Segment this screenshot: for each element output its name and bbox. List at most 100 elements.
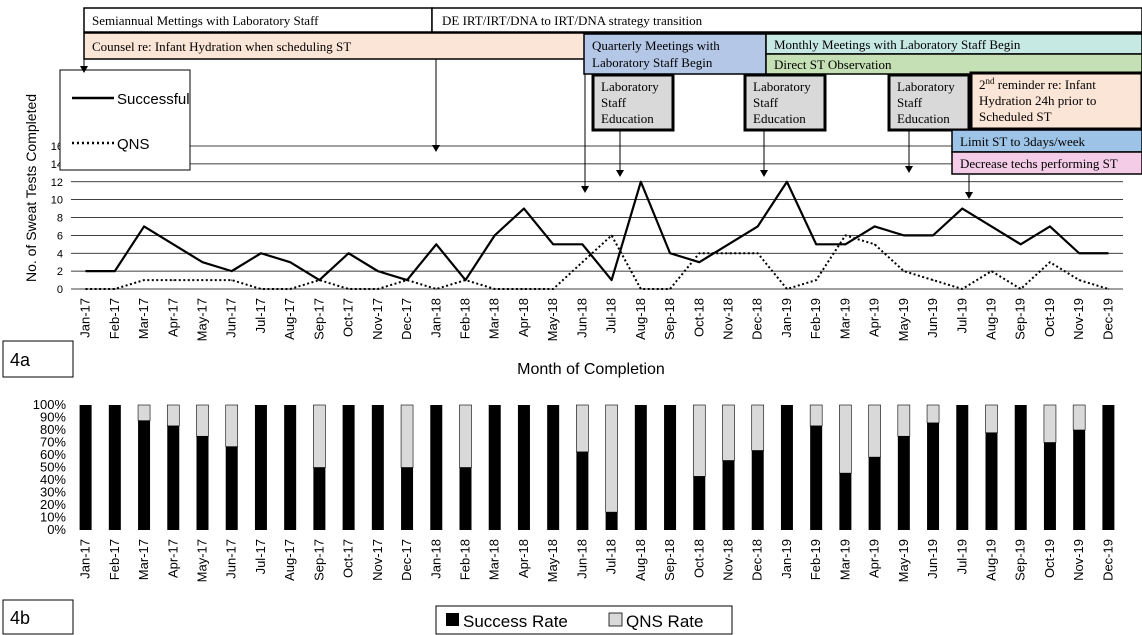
bar-success-oct-18: [693, 476, 706, 530]
bar-success-apr-19: [868, 457, 881, 530]
x-tick-label-may-18: May-18: [545, 298, 560, 341]
point-qns-nov-19: [1078, 279, 1080, 281]
x-tick-label-nov-18: Nov-18: [721, 298, 736, 340]
y-tick-label: 8: [57, 213, 63, 225]
x-tick-label-mar-18: Mar-18: [487, 298, 502, 339]
bar-qns-aug-19: [985, 404, 998, 434]
point-qns-aug-18: [640, 288, 642, 290]
bar-success-sep-17: [313, 467, 326, 530]
point-successful-jul-19: [961, 207, 963, 210]
point-qns-jul-18: [611, 234, 613, 236]
legend-qns-label: QNS Rate: [626, 612, 703, 631]
bar-success-jul-17: [254, 405, 267, 530]
bar-qns-sep-17: [313, 404, 326, 468]
bar-success-mar-18: [488, 405, 501, 530]
point-successful-oct-19: [1049, 225, 1051, 228]
point-qns-jun-18: [581, 261, 583, 263]
x-tick-label-may-19: May-19: [896, 298, 911, 341]
bar-success-may-17: [196, 436, 209, 530]
bar-y-tick-label: 50%: [40, 460, 66, 475]
x-tick-label-aug-19: Aug-19: [984, 298, 999, 340]
bar-x-tick-label-oct-17: Oct-17: [341, 539, 356, 578]
bar-qns-jun-17: [225, 404, 239, 447]
point-successful-sep-19: [1020, 243, 1022, 245]
bar-x-tick-label-apr-18: Apr-18: [516, 539, 531, 578]
x-tick-label-jan-17: Jan-17: [78, 298, 93, 338]
point-successful-may-19: [903, 234, 905, 236]
bar-success-jan-17: [79, 405, 92, 530]
y-tick-label: 6: [57, 230, 63, 242]
bar-success-apr-18: [517, 405, 530, 530]
bar-x-tick-label-feb-19: Feb-19: [808, 539, 823, 580]
bar-x-tick-label-mar-18: Mar-18: [487, 539, 502, 580]
point-successful-dec-18: [757, 225, 759, 228]
x-tick-label-jul-17: Jul-17: [253, 298, 268, 333]
point-qns-jan-17: [85, 288, 87, 290]
x-tick-label-feb-17: Feb-17: [107, 298, 122, 339]
annotation-lab-edu-2-text: Laboratory Staff Education: [753, 79, 811, 126]
bar-success-apr-17: [167, 425, 180, 530]
point-qns-mar-18: [494, 288, 496, 290]
y-tick-label: 2: [57, 266, 63, 278]
point-successful-jun-17: [231, 270, 233, 272]
bar-qns-jul-18: [605, 404, 618, 513]
bar-success-jan-19: [780, 405, 793, 530]
point-successful-aug-18: [640, 181, 642, 183]
x-tick-label-oct-18: Oct-18: [691, 298, 706, 337]
point-successful-may-18: [552, 243, 554, 245]
point-qns-feb-18: [464, 279, 467, 281]
y-tick-label: 10: [51, 195, 63, 207]
bar-y-tick-label: 30%: [40, 485, 66, 500]
x-tick-label-dec-18: Dec-18: [750, 298, 765, 340]
annotation-arrowheads: [80, 66, 973, 199]
bar-x-tick-label-may-19: May-19: [896, 539, 911, 582]
annotation-decrease: Decrease techs performing ST: [951, 151, 1142, 175]
bar-x-tick-label-nov-18: Nov-18: [721, 539, 736, 581]
annotation-decrease-text: Decrease techs performing ST: [960, 156, 1118, 171]
bar-x-tick-label-dec-18: Dec-18: [750, 539, 765, 581]
x-tick-label-apr-19: Apr-19: [867, 298, 882, 337]
y-tick-label: 4: [57, 248, 63, 260]
bar-success-jun-19: [927, 422, 940, 530]
bar-qns-mar-19: [839, 404, 852, 474]
annotation-counsel-text: Counsel re: Infant Hydration when schedu…: [92, 39, 351, 54]
x-tick-label-aug-18: Aug-18: [633, 298, 648, 340]
annotation-limit: Limit ST to 3days/week: [951, 129, 1142, 153]
bar-y-tick-label: 100%: [33, 397, 67, 412]
point-successful-jan-18: [435, 243, 437, 245]
point-successful-aug-19: [990, 225, 993, 228]
bar-x-tick-label-jun-18: Jun-18: [574, 539, 589, 579]
annotation-lab-edu-2: Laboratory Staff Education: [743, 73, 827, 132]
annotation-de-irt-text: DE IRT/IRT/DNA to IRT/DNA strategy trans…: [442, 13, 703, 28]
point-qns-oct-17: [348, 288, 350, 290]
point-qns-dec-17: [406, 279, 408, 281]
point-qns-dec-19: [1107, 288, 1109, 290]
legend-success-label: Success Rate: [463, 612, 568, 631]
x-tick-label-jul-19: Jul-19: [954, 298, 969, 333]
bar-x-tick-label-jan-18: Jan-18: [428, 539, 443, 579]
bar-y-tick-label: 40%: [40, 472, 66, 487]
point-qns-apr-19: [874, 243, 876, 245]
bar-qns-oct-19: [1043, 404, 1057, 443]
point-qns-may-18: [552, 288, 554, 290]
point-successful-mar-19: [844, 243, 846, 245]
point-successful-nov-18: [727, 243, 730, 245]
x-tick-label-apr-18: Apr-18: [516, 298, 531, 337]
bar-success-jul-18: [605, 512, 618, 530]
x-tick-label-feb-19: Feb-19: [808, 298, 823, 339]
bar-x-tick-label-nov-17: Nov-17: [370, 539, 385, 581]
arrowhead-quarterly: [581, 186, 589, 193]
arrowhead-semiannual: [80, 66, 88, 73]
point-qns-oct-18: [698, 252, 700, 254]
bar-y-tick-label: 20%: [40, 497, 66, 512]
point-qns-nov-17: [377, 288, 379, 290]
point-qns-aug-17: [289, 288, 291, 290]
bar-qns-may-17: [196, 404, 209, 437]
annotation-limit-text: Limit ST to 3days/week: [960, 134, 1086, 149]
bar-qns-nov-19: [1072, 404, 1086, 431]
bar-y-tick-label: 80%: [40, 422, 66, 437]
bar-success-may-19: [897, 436, 910, 530]
point-qns-may-17: [201, 279, 204, 281]
point-successful-jan-19: [786, 181, 788, 183]
x-tick-label-jun-17: Jun-17: [224, 298, 239, 338]
